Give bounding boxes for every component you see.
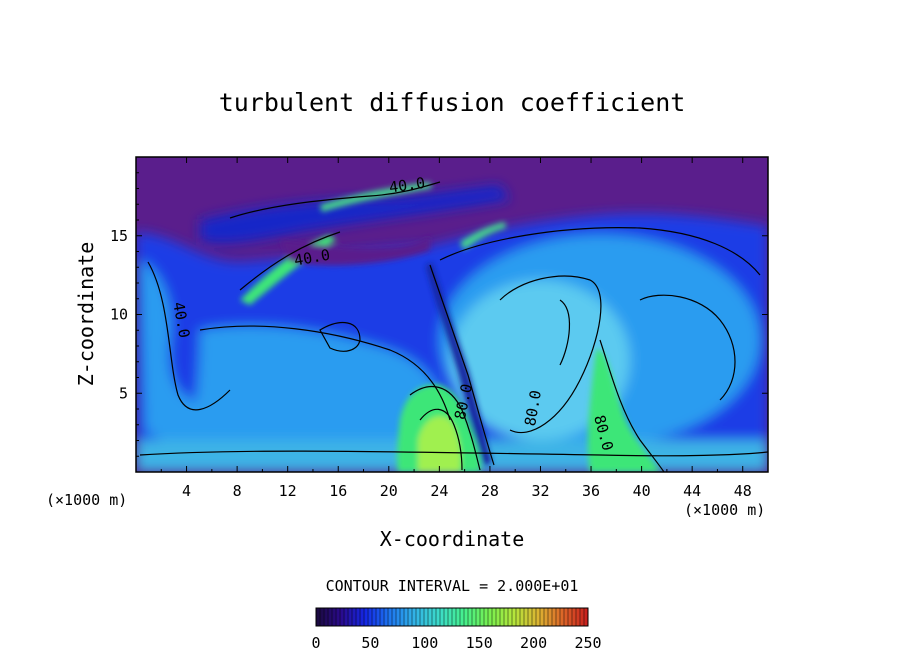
x-tick-label: 48: [734, 482, 752, 500]
x-tick-label: 8: [233, 482, 242, 500]
colorbar: 0 50 100 150 200 250: [311, 607, 602, 652]
contour-line: [139, 450, 768, 457]
field-green-right: [587, 349, 660, 472]
x-tick-label: 4: [182, 482, 191, 500]
x-tick-label: 44: [683, 482, 701, 500]
colorbar-ticks: 0 50 100 150 200 250: [311, 634, 601, 652]
x-unit-label: (×1000 m): [684, 501, 765, 519]
colorbar-hatch: [315, 608, 589, 626]
x-tick-label: 32: [531, 482, 549, 500]
x-tick-label: 16: [329, 482, 347, 500]
contour-line: [639, 294, 736, 401]
field-upper-wisps: [200, 185, 510, 244]
x-tick-label: 36: [582, 482, 600, 500]
colorbar-tick-label: 50: [361, 634, 379, 652]
colorbar-frame: [315, 607, 589, 627]
contour-label: 40.0: [293, 246, 332, 270]
contour-line: [419, 408, 463, 471]
field-green-streak-2: [320, 182, 432, 212]
chart-title: turbulent diffusion coefficient: [219, 88, 686, 117]
colorbar-strip: [316, 608, 588, 626]
x-axis: 4 8 12 16 20 24 28 32 36 40 44 48: [160, 157, 752, 500]
contour-line: [559, 299, 571, 366]
contour-line: [409, 386, 481, 471]
field-purple-tongue: [280, 236, 430, 266]
z-unit-label: (×1000 m): [46, 491, 127, 509]
colorbar-tick-label: 150: [466, 634, 493, 652]
contour-line: [147, 261, 231, 411]
contour-line: [239, 231, 341, 291]
y-tick-label: 5: [119, 384, 128, 402]
field-middle-band: [180, 326, 450, 472]
colorbar-tick-label: 0: [311, 634, 320, 652]
contour-line: [229, 181, 441, 219]
contour-line: [319, 322, 361, 352]
contour-label: 40.0: [388, 174, 426, 197]
x-tick-label: 20: [380, 482, 398, 500]
contour-line: [429, 264, 495, 466]
y-axis-label: Z-coordinate: [74, 242, 98, 387]
contour-label: 80.0: [521, 389, 545, 428]
field-green-plume-core: [418, 416, 461, 472]
x-tick-label: 12: [279, 482, 297, 500]
colorbar-tick-label: 200: [520, 634, 547, 652]
field-right-vortex-core: [450, 280, 630, 440]
contour-line: [439, 227, 761, 276]
colorbar-tick-label: 250: [574, 634, 601, 652]
y-axis: 5 10 15: [110, 172, 768, 457]
contour-line: [499, 275, 602, 434]
field-green-streak-3: [460, 222, 506, 250]
x-axis-label: X-coordinate: [380, 527, 525, 551]
heatmap-field: [136, 157, 768, 472]
colorbar-tick-label: 100: [411, 634, 438, 652]
y-tick-label: 10: [110, 306, 128, 324]
contour-interval-text: CONTOUR INTERVAL = 2.000E+01: [326, 577, 579, 595]
x-tick-label: 40: [633, 482, 651, 500]
y-tick-label: 15: [110, 227, 128, 245]
x-tick-label: 28: [481, 482, 499, 500]
contour-line: [599, 339, 665, 472]
x-tick-label: 24: [430, 482, 448, 500]
contour-lines: [139, 181, 768, 472]
field-shear-band: [426, 262, 492, 466]
contour-label: 40.0: [169, 301, 193, 340]
